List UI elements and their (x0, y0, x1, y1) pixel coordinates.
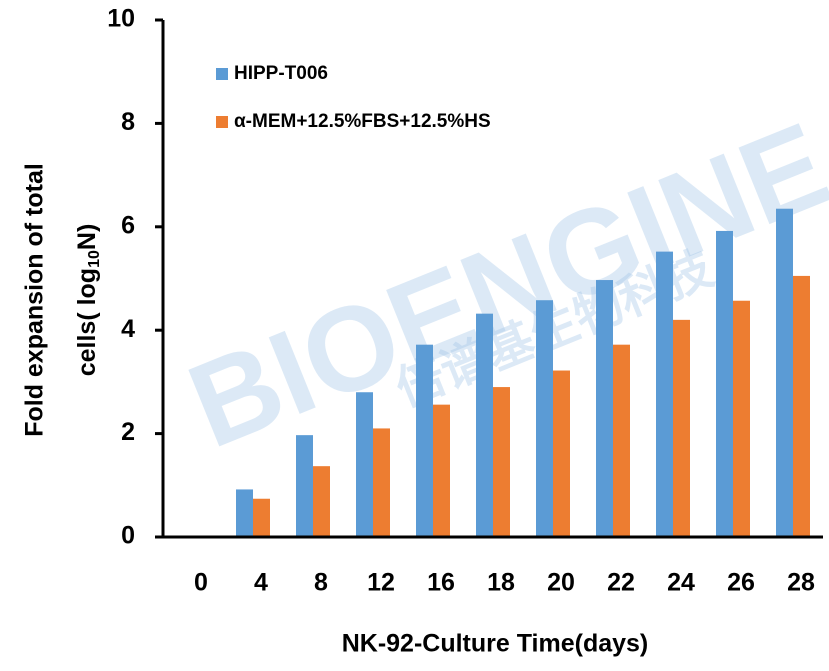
bar (373, 428, 390, 537)
bar (596, 280, 613, 537)
bar (553, 370, 570, 537)
bar (296, 435, 313, 537)
bar (416, 344, 433, 537)
bar (493, 387, 510, 537)
bar (476, 313, 493, 537)
y-label-line: Fold expansion of total (21, 163, 49, 437)
x-tick-label: 18 (487, 569, 515, 597)
y-tick-label: 4 (121, 315, 135, 343)
y-axis-label: Fold expansion of total (21, 163, 49, 437)
x-tick-label: 12 (367, 569, 395, 597)
bar (356, 392, 373, 537)
bar (236, 489, 253, 537)
y-tick-label: 8 (121, 108, 135, 136)
bar (733, 300, 750, 537)
y-axis-label: cells( log10N) (73, 224, 104, 377)
x-tick-label: 8 (314, 569, 328, 597)
x-axis-label: NK-92-Culture Time(days) (342, 630, 649, 658)
x-tick-label: 28 (787, 569, 815, 597)
x-tick-label: 20 (547, 569, 575, 597)
legend-swatch (216, 116, 228, 128)
bar (253, 498, 270, 537)
y-tick-label: 6 (121, 211, 135, 239)
y-label-sub: 10 (86, 250, 103, 268)
bar (433, 404, 450, 537)
y-tick-label: 0 (121, 522, 135, 550)
legend-swatch (216, 68, 228, 80)
legend-label: α-MEM+12.5%FBS+12.5%HS (234, 111, 491, 132)
y-tick-label: 10 (107, 5, 135, 33)
bar (673, 319, 690, 537)
bar (313, 466, 330, 537)
y-label-part: cells( log (73, 268, 101, 376)
legend-label: HIPP-T006 (234, 63, 328, 84)
x-tick-label: 4 (254, 569, 268, 597)
x-tick-label: 0 (194, 569, 208, 597)
bar (613, 344, 630, 537)
bar (776, 208, 793, 537)
x-tick-label: 24 (667, 569, 695, 597)
bar (716, 230, 733, 537)
y-tick-label: 2 (121, 418, 135, 446)
y-label-line: cells( log10N) (73, 224, 104, 377)
bar (536, 300, 553, 537)
x-tick-label: 26 (727, 569, 755, 597)
bar (656, 251, 673, 537)
y-label-part: N) (73, 224, 101, 250)
x-tick-label: 16 (427, 569, 455, 597)
x-tick-label: 22 (607, 569, 635, 597)
bar (793, 275, 810, 537)
